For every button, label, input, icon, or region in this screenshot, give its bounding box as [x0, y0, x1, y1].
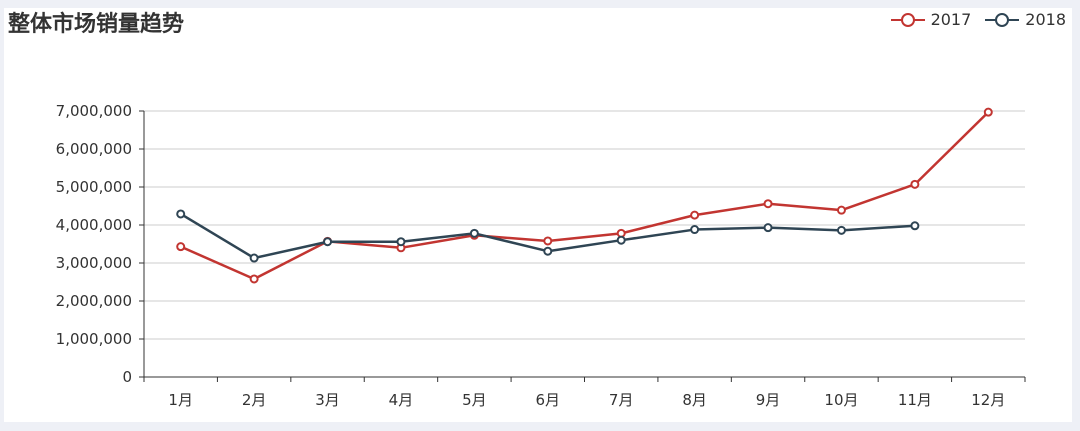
data-point-2017 — [690, 210, 700, 220]
legend-symbol-2017 — [890, 12, 925, 27]
data-point-2018 — [616, 235, 626, 245]
data-point-2017 — [910, 179, 920, 189]
x-tick-label: 9月 — [756, 391, 781, 409]
x-tick-label: 7月 — [609, 391, 634, 409]
data-point-2017 — [176, 242, 186, 252]
x-tick-label: 12月 — [971, 391, 1005, 409]
data-point-2018 — [763, 223, 773, 233]
data-point-2018 — [249, 253, 259, 263]
legend-label-2018: 2018 — [1025, 10, 1066, 29]
y-tick-label: 5,000,000 — [56, 178, 132, 196]
data-point-2018 — [690, 225, 700, 235]
data-point-2018 — [396, 237, 406, 247]
chart-title: 整体市场销量趋势 — [8, 12, 185, 37]
data-point-2017 — [763, 199, 773, 209]
data-point-2018 — [176, 209, 186, 219]
legend: 2017 2018 — [890, 10, 1066, 29]
x-tick-label: 1月 — [168, 391, 193, 409]
legend-label-2017: 2017 — [930, 10, 972, 29]
data-point-2017 — [543, 236, 553, 246]
legend-item-2017[interactable]: 2017 — [890, 10, 972, 29]
legend-symbol-2018 — [985, 12, 1020, 27]
data-point-2018 — [543, 246, 553, 256]
data-point-2017 — [836, 205, 846, 215]
y-tick-label: 7,000,000 — [56, 102, 132, 120]
x-tick-label: 3月 — [315, 391, 340, 409]
x-tick-label: 11月 — [898, 391, 932, 409]
data-point-2018 — [910, 221, 920, 231]
x-tick-label: 8月 — [682, 391, 707, 409]
data-point-2018 — [469, 228, 479, 238]
data-point-2017 — [249, 274, 259, 284]
x-tick-label: 5月 — [462, 391, 487, 409]
y-tick-label: 6,000,000 — [56, 140, 132, 158]
x-tick-label: 10月 — [824, 391, 858, 409]
y-tick-label: 0 — [122, 368, 132, 386]
y-tick-label: 2,000,000 — [56, 292, 132, 310]
y-tick-label: 1,000,000 — [56, 330, 132, 348]
data-point-2018 — [836, 225, 846, 235]
y-tick-label: 3,000,000 — [56, 254, 132, 272]
x-tick-label: 4月 — [389, 391, 414, 409]
x-tick-label: 6月 — [536, 391, 561, 409]
legend-item-2018[interactable]: 2018 — [985, 10, 1066, 29]
series-line-2017 — [180, 111, 990, 281]
x-tick-label: 2月 — [242, 391, 267, 409]
data-point-2018 — [323, 237, 333, 247]
data-point-2017 — [983, 107, 993, 117]
y-tick-label: 4,000,000 — [56, 216, 132, 234]
